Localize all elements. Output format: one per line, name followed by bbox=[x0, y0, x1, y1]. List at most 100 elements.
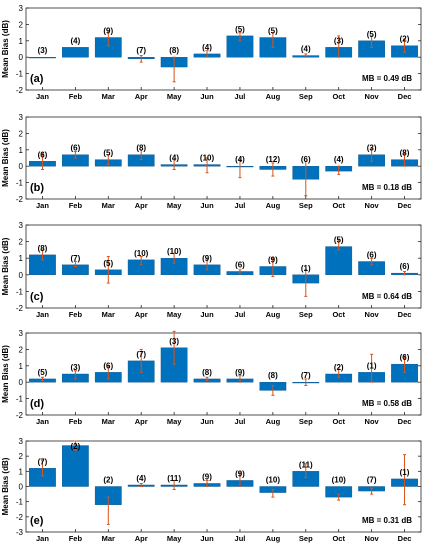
panel-label: (c) bbox=[30, 291, 44, 303]
y-tick-label: -1 bbox=[16, 287, 24, 296]
bar bbox=[325, 246, 353, 276]
sample-count-label: (12) bbox=[266, 155, 281, 164]
sample-count-label: (11) bbox=[299, 460, 313, 469]
y-tick-label: -2 bbox=[16, 86, 24, 95]
y-tick-label: 1 bbox=[19, 146, 24, 155]
x-tick-label: Sep bbox=[299, 201, 313, 210]
y-tick-label: -1 bbox=[16, 70, 24, 79]
mean-bias-annotation: MB = 0.18 dB bbox=[362, 183, 412, 192]
x-tick-label: Feb bbox=[69, 201, 83, 210]
x-tick-label: Nov bbox=[365, 534, 380, 543]
x-tick-label: Oct bbox=[332, 310, 345, 319]
y-tick-label: 2 bbox=[19, 20, 24, 29]
sample-count-label: (10) bbox=[167, 247, 182, 256]
bar bbox=[29, 57, 56, 59]
mean-bias-annotation: MB = 0.58 dB bbox=[362, 399, 412, 408]
y-tick-label: 2 bbox=[19, 238, 24, 247]
x-tick-label: Nov bbox=[365, 310, 380, 319]
sample-count-label: (10) bbox=[200, 154, 215, 163]
sample-count-label: (2) bbox=[103, 476, 113, 485]
x-tick-label: Aug bbox=[266, 417, 281, 426]
x-tick-label: Jul bbox=[235, 310, 246, 319]
x-tick-label: Sep bbox=[299, 534, 313, 543]
x-tick-label: Feb bbox=[69, 92, 83, 101]
sample-count-label: (10) bbox=[134, 249, 149, 258]
x-tick-label: May bbox=[167, 417, 182, 426]
sample-count-label: (4) bbox=[235, 155, 245, 164]
sample-count-label: (6) bbox=[367, 251, 377, 260]
sample-count-label: (1) bbox=[367, 361, 377, 370]
x-tick-label: Oct bbox=[332, 534, 345, 543]
y-tick-label: 3 bbox=[19, 113, 24, 122]
x-tick-label: Dec bbox=[398, 201, 412, 210]
y-tick-label: 0 bbox=[19, 378, 24, 387]
x-tick-label: Jul bbox=[235, 417, 246, 426]
y-axis-title: Mean Bias (dB) bbox=[1, 457, 10, 515]
x-tick-label: Dec bbox=[398, 534, 412, 543]
y-tick-label: -3 bbox=[16, 528, 24, 537]
sample-count-label: (3) bbox=[169, 337, 179, 346]
x-tick-label: Aug bbox=[266, 534, 281, 543]
sample-count-label: (4) bbox=[334, 155, 344, 164]
x-tick-label: Jun bbox=[200, 201, 214, 210]
x-tick-label: Mar bbox=[102, 201, 115, 210]
sample-count-label: (9) bbox=[103, 27, 113, 36]
sample-count-label: (2) bbox=[400, 35, 410, 44]
x-tick-label: Feb bbox=[69, 417, 83, 426]
plot-frame bbox=[25, 116, 422, 200]
y-tick-label: 3 bbox=[19, 4, 24, 13]
x-tick-label: Apr bbox=[135, 92, 148, 101]
sample-count-label: (1) bbox=[301, 264, 311, 273]
y-tick-label: 1 bbox=[19, 467, 24, 476]
sample-count-label: (4) bbox=[136, 474, 146, 483]
sample-count-label: (6) bbox=[103, 361, 113, 370]
panel-label: (e) bbox=[30, 515, 44, 527]
x-tick-label: Nov bbox=[365, 417, 380, 426]
y-tick-label: 2 bbox=[19, 345, 24, 354]
sample-count-label: (9) bbox=[202, 254, 212, 263]
x-tick-label: Oct bbox=[332, 201, 345, 210]
sample-count-label: (4) bbox=[70, 36, 80, 45]
y-tick-label: 3 bbox=[19, 221, 24, 230]
plot-frame bbox=[25, 332, 422, 416]
x-tick-label: Aug bbox=[266, 92, 281, 101]
y-axis-title: Mean Bias (dB) bbox=[1, 20, 10, 78]
plot-frame bbox=[25, 224, 422, 309]
y-tick-label: 2 bbox=[19, 129, 24, 138]
sample-count-label: (5) bbox=[103, 149, 113, 158]
sample-count-label: (3) bbox=[334, 36, 344, 45]
x-tick-label: Jan bbox=[36, 417, 49, 426]
x-tick-label: Jul bbox=[235, 534, 246, 543]
x-tick-label: Dec bbox=[398, 417, 412, 426]
sample-count-label: (5) bbox=[268, 27, 278, 36]
x-tick-label: Sep bbox=[299, 92, 313, 101]
x-tick-label: Dec bbox=[398, 310, 412, 319]
mean-bias-annotation: MB = 0.31 dB bbox=[362, 516, 412, 525]
x-tick-label: Jan bbox=[36, 201, 49, 210]
x-tick-label: Jan bbox=[36, 310, 49, 319]
y-tick-label: 2 bbox=[19, 452, 24, 461]
x-tick-label: Mar bbox=[102, 417, 115, 426]
y-tick-label: -1 bbox=[16, 395, 24, 404]
sample-count-label: (8) bbox=[38, 244, 48, 253]
y-tick-label: 0 bbox=[19, 162, 24, 171]
x-tick-label: Jun bbox=[200, 92, 214, 101]
y-tick-label: 1 bbox=[19, 362, 24, 371]
panel-label: (a) bbox=[30, 73, 44, 85]
sample-count-label: (8) bbox=[169, 46, 179, 55]
plot-frame bbox=[25, 7, 422, 91]
sample-count-label: (10) bbox=[332, 476, 347, 485]
y-tick-label: -2 bbox=[16, 411, 24, 420]
sample-count-label: (6) bbox=[301, 155, 311, 164]
sample-count-label: (8) bbox=[268, 371, 278, 380]
x-tick-label: Jun bbox=[200, 310, 214, 319]
y-tick-label: -2 bbox=[16, 304, 24, 313]
sample-count-label: (2) bbox=[70, 442, 80, 451]
x-tick-label: Apr bbox=[135, 417, 148, 426]
y-tick-label: 0 bbox=[19, 53, 24, 62]
x-tick-label: Oct bbox=[332, 92, 345, 101]
sample-count-label: (6) bbox=[70, 144, 80, 153]
x-tick-label: Dec bbox=[398, 92, 412, 101]
x-tick-label: Apr bbox=[135, 310, 148, 319]
